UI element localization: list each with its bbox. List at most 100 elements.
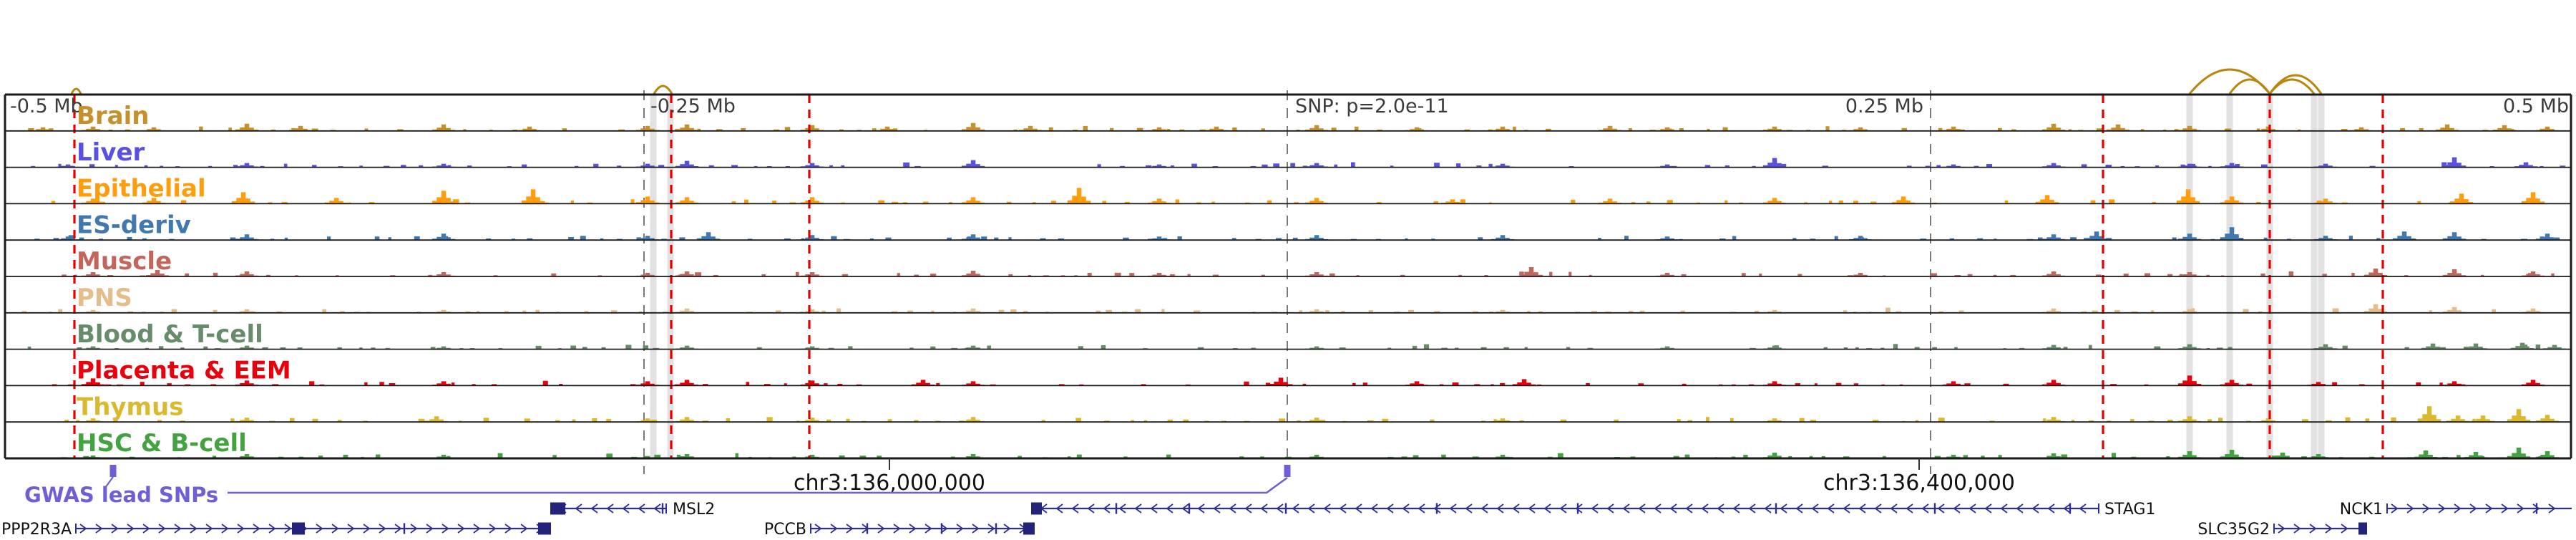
- gwas-snp-marker: [1284, 465, 1291, 477]
- gene-slc35g2-exon-box: [2358, 522, 2367, 535]
- gene-ppp2r3a-strand-arrow: [190, 524, 197, 534]
- gene-stag1-exon-box: [1031, 502, 1042, 515]
- interaction-arc: [2228, 78, 2271, 95]
- gene-stag1-strand-arrow: [1606, 503, 1614, 514]
- gene-stag1-strand-arrow: [1307, 503, 1315, 514]
- interaction-arc: [653, 85, 673, 95]
- gene-stag1-strand-arrow: [1433, 503, 1441, 514]
- gene-msl2-exon-box: [550, 502, 565, 515]
- gene-pccb-strand-arrow: [987, 524, 995, 534]
- gene-slc35g2-strand-arrow: [2278, 524, 2285, 534]
- gene-msl2-strand-arrow: [653, 503, 661, 514]
- signal-track-es-deriv: [34, 227, 2560, 241]
- gene-ppp2r3a-strand-arrow: [363, 524, 371, 534]
- gene-ppp2r3a-exon-box: [292, 522, 305, 535]
- gene-stag1-strand-arrow: [1528, 503, 1536, 514]
- gene-stag1-strand-arrow: [1134, 503, 1142, 514]
- gene-pccb-strand-arrow: [924, 524, 932, 534]
- gene-ppp2r3a-strand-arrow: [331, 524, 339, 534]
- signal-track-epithelial: [51, 188, 2545, 204]
- gene-ppp2r3a-strand-arrow: [111, 524, 119, 534]
- gene-ppp2r3a-strand-arrow: [441, 524, 449, 534]
- axis-label: 0.25 Mb: [1845, 95, 1923, 117]
- gene-stag1-strand-arrow: [1701, 503, 1709, 514]
- gene-slc35g2-label: SLC35G2: [2197, 521, 2270, 537]
- gene-nck1-strand-arrow: [2422, 503, 2430, 514]
- gene-ppp2r3a-strand-arrow: [504, 524, 512, 534]
- gene-ppp2r3a-strand-arrow: [158, 524, 166, 534]
- signal-track-thymus: [64, 406, 2560, 423]
- gene-stag1-strand-arrow: [1449, 503, 1457, 514]
- gene-stag1-strand-arrow: [1953, 503, 1961, 514]
- gene-stag1-strand-arrow: [1103, 503, 1111, 514]
- gene-ppp2r3a-strand-arrow: [410, 524, 418, 534]
- axis-label: -0.25 Mb: [650, 95, 736, 117]
- gene-stag1-strand-arrow: [1276, 503, 1284, 514]
- track-label: Thymus: [77, 392, 183, 421]
- gene-stag1-strand-arrow: [1118, 503, 1126, 514]
- gene-pccb-exon-box: [1023, 522, 1035, 535]
- gene-msl2-strand-arrow: [590, 503, 598, 514]
- track-label: HSC & B-cell: [77, 429, 247, 458]
- gene-stag1-strand-arrow: [1622, 503, 1630, 514]
- gene-stag1-strand-arrow: [1591, 503, 1599, 514]
- track-label: ES-deriv: [77, 211, 191, 239]
- axis-label: -0.5 Mb: [10, 95, 83, 117]
- interaction-arc: [2268, 74, 2323, 95]
- gene-stag1-strand-arrow: [1968, 503, 1976, 514]
- track-label: PNS: [77, 284, 132, 312]
- gene-stag1-strand-arrow: [1087, 503, 1095, 514]
- gene-ppp2r3a-label: PPP2R3A: [1, 521, 72, 537]
- gene-stag1-strand-arrow: [1543, 503, 1551, 514]
- gene-stag1-strand-arrow: [1465, 503, 1473, 514]
- gene-ppp2r3a-strand-arrow: [95, 524, 103, 534]
- interaction-arc: [70, 87, 82, 95]
- gene-ppp2r3a-strand-arrow: [520, 524, 528, 534]
- gene-stag1-strand-arrow: [1166, 503, 1174, 514]
- gene-nck1-strand-arrow: [2454, 503, 2462, 514]
- gene-slc35g2-strand-arrow: [2309, 524, 2317, 534]
- gene-stag1-strand-arrow: [1402, 503, 1410, 514]
- track-label: Blood & T-cell: [77, 320, 263, 349]
- track-label: Brain: [77, 102, 150, 130]
- gene-nck1-strand-arrow: [2517, 503, 2524, 514]
- gene-ppp2r3a-strand-arrow: [127, 524, 135, 534]
- gene-ppp2r3a-strand-arrow: [473, 524, 481, 534]
- gene-stag1-strand-arrow: [1638, 503, 1646, 514]
- gene-stag1-strand-arrow: [1512, 503, 1520, 514]
- gene-stag1-strand-arrow: [1717, 503, 1724, 514]
- gene-pccb-strand-arrow: [972, 524, 980, 534]
- gene-nck1-strand-arrow: [2469, 503, 2477, 514]
- gene-stag1-strand-arrow: [1418, 503, 1425, 514]
- gene-pccb-strand-arrow: [877, 524, 885, 534]
- gene-msl2-strand-arrow: [606, 503, 614, 514]
- coordinate-label: chr3:136,400,000: [1823, 471, 2015, 496]
- gene-ppp2r3a-strand-arrow: [253, 524, 260, 534]
- gene-ppp2r3a-strand-arrow: [457, 524, 465, 534]
- gene-slc35g2-strand-arrow: [2293, 524, 2301, 534]
- gene-stag1-strand-arrow: [1386, 503, 1394, 514]
- gene-stag1-strand-arrow: [1559, 503, 1567, 514]
- gene-pccb-strand-arrow: [830, 524, 838, 534]
- gene-stag1-strand-arrow: [1843, 503, 1850, 514]
- gene-pccb-strand-arrow: [956, 524, 964, 534]
- gene-stag1-strand-arrow: [2031, 503, 2039, 514]
- gene-nck1-strand-arrow: [2485, 503, 2493, 514]
- gene-nck1-strand-arrow: [2501, 503, 2509, 514]
- gene-ppp2r3a-strand-arrow: [174, 524, 182, 534]
- gene-stag1-strand-arrow: [1260, 503, 1268, 514]
- gene-stag1-strand-arrow: [1480, 503, 1488, 514]
- gene-stag1-strand-arrow: [1732, 503, 1740, 514]
- gene-msl2-strand-arrow: [622, 503, 630, 514]
- gene-slc35g2-strand-arrow: [2341, 524, 2348, 534]
- gene-msl2-strand-arrow: [575, 503, 582, 514]
- gene-pccb-strand-arrow: [814, 524, 822, 534]
- gene-pccb-strand-arrow: [940, 524, 948, 534]
- gene-stag1-strand-arrow: [1748, 503, 1756, 514]
- gene-stag1-strand-arrow: [1654, 503, 1662, 514]
- gene-ppp2r3a-strand-arrow: [394, 524, 402, 534]
- gene-stag1-strand-arrow: [1811, 503, 1819, 514]
- gene-ppp2r3a-exon-box: [538, 522, 551, 535]
- gene-stag1-label: STAG1: [2104, 501, 2155, 519]
- gene-nck1-strand-arrow: [2548, 503, 2556, 514]
